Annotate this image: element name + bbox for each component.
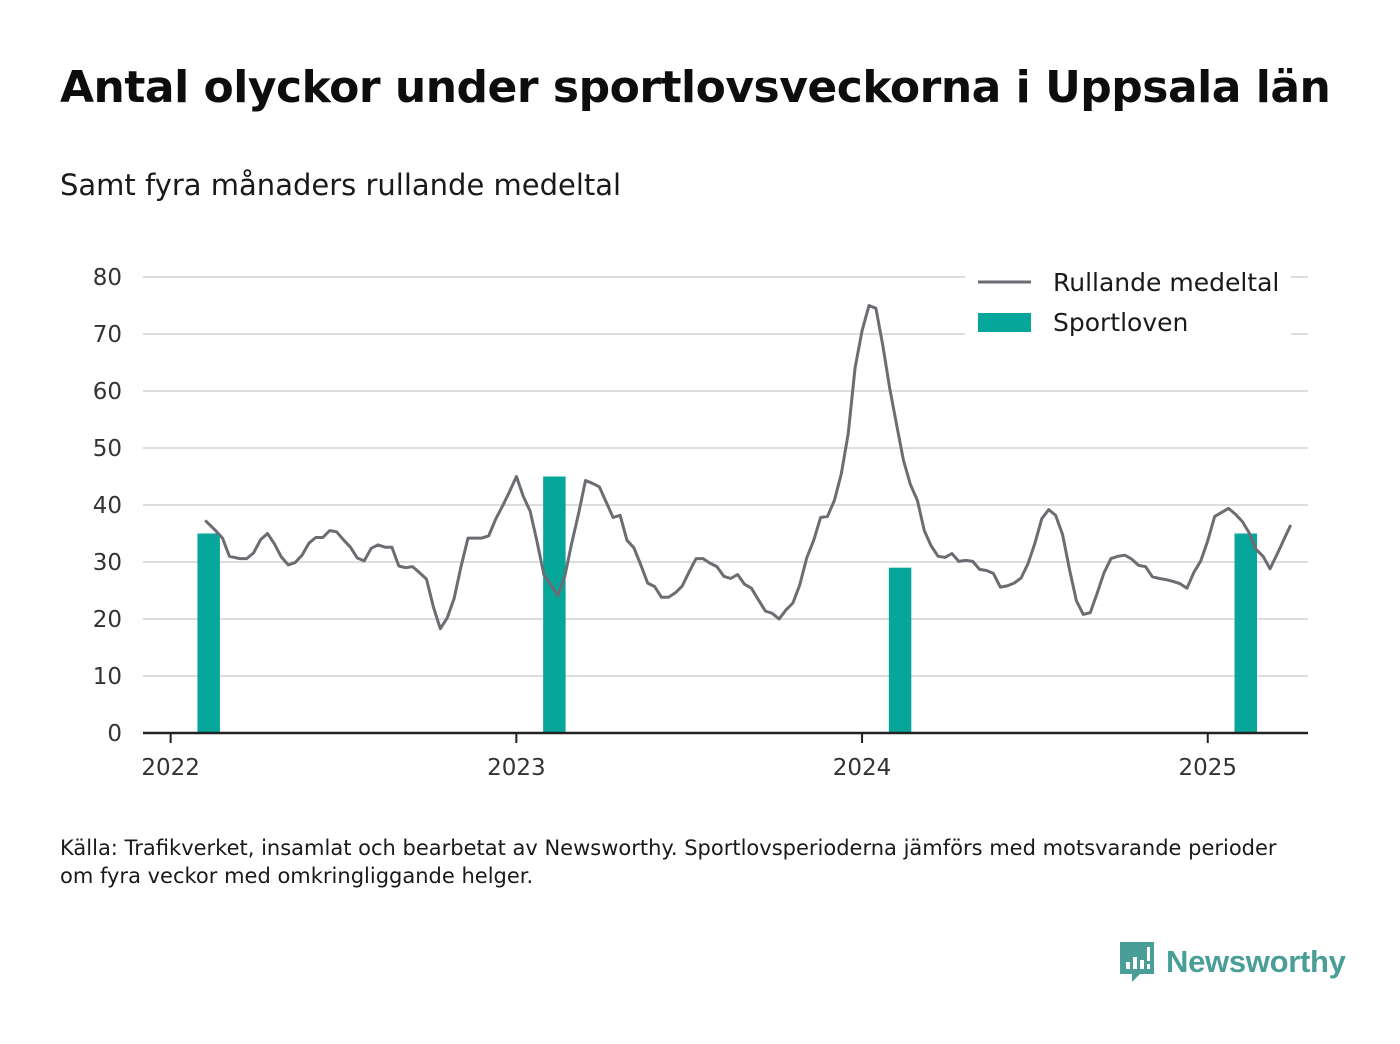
bar <box>197 533 220 733</box>
logo-text: Newsworthy <box>1166 944 1346 979</box>
y-tick-label: 10 <box>93 664 122 690</box>
source-note: Källa: Trafikverket, insamlat och bearbe… <box>60 836 1277 888</box>
x-tick-label: 2025 <box>1178 755 1237 781</box>
x-tick-label: 2024 <box>833 755 892 781</box>
chart-subtitle: Samt fyra månaders rullande medeltal <box>60 168 622 202</box>
bar <box>888 567 912 733</box>
line-series-rullande-medeltal <box>204 304 1293 631</box>
legend-label-rullande-medeltal: Rullande medeltal <box>1053 268 1279 297</box>
rolling-average-line <box>204 304 1293 631</box>
y-tick-label: 0 <box>107 721 122 747</box>
y-tick-label: 70 <box>93 322 122 348</box>
chart-svg: 0 10 20 30 40 50 60 70 80 2022 2023 2024 2025 Rulla… <box>92 258 1308 781</box>
bar <box>1234 533 1258 733</box>
y-tick-label: 60 <box>93 379 122 405</box>
y-tick-label: 50 <box>93 436 122 462</box>
y-tick-label: 20 <box>93 607 122 633</box>
y-tick-label: 30 <box>93 550 122 576</box>
legend-label-sportloven: Sportloven <box>1053 308 1188 337</box>
y-axis-ticks: 0 10 20 30 40 50 60 70 80 <box>93 265 122 747</box>
legend-bar-swatch <box>978 313 1031 332</box>
newsworthy-logo: Newsworthy <box>1118 940 1346 984</box>
x-tick-label: 2022 <box>141 755 200 781</box>
y-tick-label: 80 <box>93 265 122 291</box>
bar <box>543 476 566 733</box>
bar-series-sportloven <box>197 476 1258 733</box>
legend: Rullande medeltal Sportloven <box>965 258 1291 338</box>
chart-title: Antal olyckor under sportlovsveckorna i … <box>60 62 1331 113</box>
newsworthy-logo-icon <box>1120 942 1154 982</box>
y-tick-label: 40 <box>93 493 122 519</box>
x-axis: 2022 2023 2024 2025 <box>141 731 1308 781</box>
x-tick-label: 2023 <box>487 755 546 781</box>
